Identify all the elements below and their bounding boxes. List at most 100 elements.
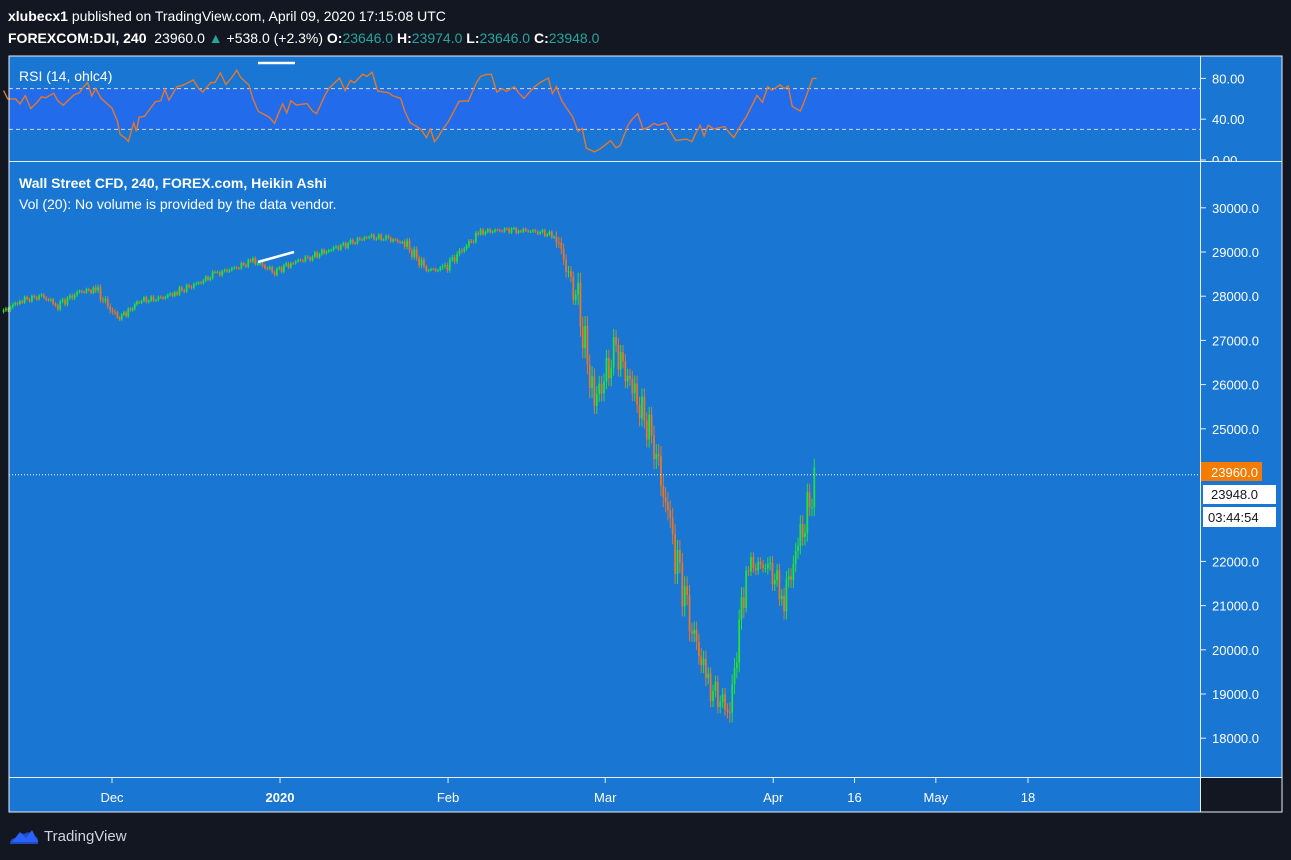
candle[interactable] — [641, 388, 643, 427]
candle[interactable] — [565, 254, 567, 278]
candle[interactable] — [638, 396, 641, 427]
candle[interactable] — [193, 282, 195, 290]
candle[interactable] — [633, 375, 636, 402]
candle[interactable] — [16, 301, 19, 306]
candle[interactable] — [116, 310, 119, 320]
candle[interactable] — [302, 258, 304, 263]
candle[interactable] — [691, 623, 693, 643]
candle[interactable] — [752, 552, 755, 573]
candle[interactable] — [645, 412, 648, 448]
candle[interactable] — [617, 337, 620, 377]
candle[interactable] — [468, 238, 470, 248]
candle[interactable] — [401, 240, 404, 245]
candle[interactable] — [97, 284, 100, 294]
candle[interactable] — [356, 236, 359, 245]
candle[interactable] — [358, 236, 361, 241]
candle[interactable] — [553, 235, 556, 239]
candle[interactable] — [465, 243, 468, 251]
candle[interactable] — [657, 444, 660, 467]
candle[interactable] — [306, 255, 309, 259]
candle[interactable] — [11, 302, 14, 309]
candle[interactable] — [164, 295, 167, 300]
candle[interactable] — [361, 237, 363, 242]
candle[interactable] — [157, 295, 160, 302]
candle[interactable] — [166, 293, 169, 299]
candle[interactable] — [524, 227, 527, 232]
candle[interactable] — [667, 492, 669, 521]
candle[interactable] — [118, 316, 121, 321]
candle[interactable] — [456, 251, 458, 264]
candle[interactable] — [61, 297, 64, 304]
candle[interactable] — [178, 285, 181, 297]
candle[interactable] — [415, 246, 418, 262]
candle[interactable] — [636, 375, 639, 413]
candle[interactable] — [230, 266, 233, 272]
candle[interactable] — [197, 280, 200, 285]
candle[interactable] — [111, 307, 114, 315]
candle[interactable] — [555, 231, 558, 248]
candle[interactable] — [332, 245, 335, 252]
candle[interactable] — [508, 227, 511, 235]
candle[interactable] — [49, 297, 52, 302]
candle[interactable] — [339, 243, 342, 251]
candle[interactable] — [221, 269, 224, 277]
candle[interactable] — [797, 537, 799, 560]
candle[interactable] — [327, 248, 330, 254]
candle[interactable] — [200, 280, 202, 285]
candle[interactable] — [133, 302, 136, 311]
candle[interactable] — [669, 500, 672, 528]
candle[interactable] — [54, 302, 57, 307]
candle[interactable] — [688, 585, 691, 642]
candle[interactable] — [66, 296, 69, 307]
candle[interactable] — [517, 229, 520, 235]
corner-box[interactable] — [1201, 778, 1282, 812]
candle[interactable] — [716, 675, 719, 714]
candle[interactable] — [496, 228, 499, 232]
candle[interactable] — [532, 228, 534, 233]
candle[interactable] — [23, 295, 26, 304]
candle[interactable] — [104, 296, 107, 304]
tradingview-logo[interactable]: TradingView — [8, 826, 127, 846]
candle[interactable] — [278, 265, 281, 271]
candle[interactable] — [458, 248, 461, 257]
candle[interactable] — [418, 255, 421, 269]
candle[interactable] — [662, 475, 665, 508]
candle[interactable] — [325, 250, 328, 255]
candle[interactable] — [698, 633, 700, 665]
candle[interactable] — [441, 263, 444, 270]
candle[interactable] — [143, 295, 145, 303]
candle[interactable] — [185, 283, 188, 294]
candle[interactable] — [731, 674, 734, 723]
candle[interactable] — [377, 233, 380, 240]
candle[interactable] — [94, 284, 97, 294]
candle[interactable] — [299, 258, 302, 262]
candle[interactable] — [773, 573, 776, 591]
candle[interactable] — [247, 258, 250, 269]
candle[interactable] — [740, 587, 743, 630]
candle[interactable] — [671, 507, 674, 545]
candle[interactable] — [735, 652, 738, 679]
candle[interactable] — [432, 267, 435, 271]
candle[interactable] — [35, 295, 38, 301]
candle[interactable] — [347, 241, 349, 250]
candle[interactable] — [2, 308, 5, 314]
candle[interactable] — [562, 243, 565, 265]
candle[interactable] — [171, 292, 174, 298]
candle[interactable] — [593, 368, 596, 415]
candle[interactable] — [425, 264, 428, 273]
candle[interactable] — [169, 292, 171, 297]
candle[interactable] — [792, 555, 795, 589]
candle[interactable] — [660, 446, 662, 496]
candle[interactable] — [448, 257, 451, 273]
candle[interactable] — [120, 313, 123, 321]
candle[interactable] — [520, 229, 522, 233]
candle[interactable] — [430, 267, 432, 272]
candle[interactable] — [211, 270, 214, 280]
candle[interactable] — [686, 576, 689, 606]
candle[interactable] — [276, 267, 278, 277]
candle[interactable] — [806, 483, 809, 542]
candle[interactable] — [330, 248, 333, 252]
candle[interactable] — [439, 266, 442, 272]
candle[interactable] — [282, 263, 285, 274]
candle[interactable] — [423, 257, 425, 269]
